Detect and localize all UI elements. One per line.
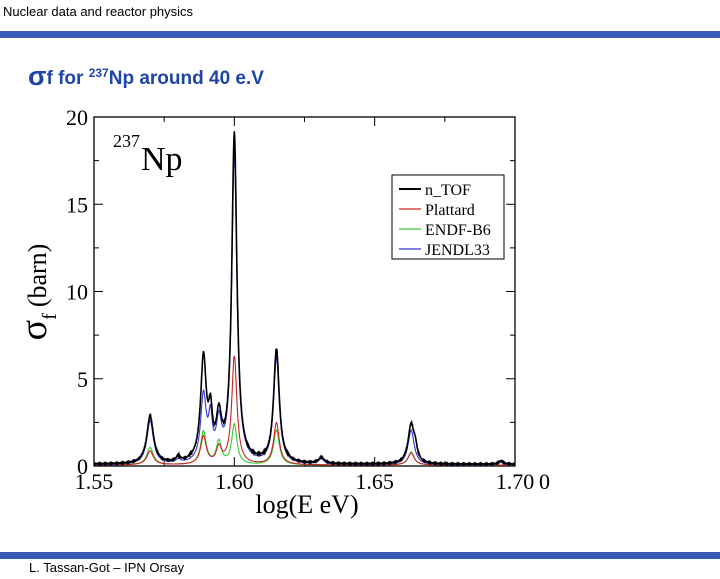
curves xyxy=(93,131,516,468)
svg-text:σf(barn): σf (barn) xyxy=(13,244,61,341)
x-tick-label-extra: 0 xyxy=(539,469,550,494)
slide-title: σf for 237Np around 40 e.V xyxy=(28,61,264,92)
y-axis-label: σf (barn) xyxy=(13,244,61,341)
legend-label: n_TOF xyxy=(425,182,471,199)
title-mass: 237 xyxy=(88,66,109,80)
y-tick-label: 5 xyxy=(77,367,88,392)
y-ticks: 0 5 10 15 20 xyxy=(66,105,515,479)
y-tick-label: 15 xyxy=(66,192,88,217)
legend: n_TOF Plattard ENDF-B6 JENDL33 xyxy=(391,174,505,260)
x-axis-label: log(E eV) xyxy=(255,490,358,519)
y-tick-label: 0 xyxy=(77,454,88,479)
title-sub: f xyxy=(46,68,53,89)
header-title: Nuclear data and reactor physics xyxy=(3,4,194,19)
nuclide-symbol: Np xyxy=(141,141,183,178)
y-tick-label: 20 xyxy=(66,105,88,130)
series-line-endf-b6 xyxy=(94,422,515,466)
y-tick-label: 10 xyxy=(66,280,88,305)
series-line-n-tof xyxy=(93,131,516,468)
title-pre: for xyxy=(52,68,89,89)
title-rest: Np around 40 e.V xyxy=(108,68,264,89)
x-tick-label: 1.55 xyxy=(75,469,114,494)
x-tick-label: 1.70 xyxy=(496,469,535,494)
x-ticks: 1.55 1.60 1.65 1.70 0 xyxy=(75,117,550,494)
footer-text: L. Tassan-Got – IPN Orsay xyxy=(29,560,185,575)
footer-bar xyxy=(0,552,720,559)
x-tick-label: 1.60 xyxy=(215,469,254,494)
y-label-unit: (barn) xyxy=(23,244,52,308)
title-sigma: σ xyxy=(28,61,47,91)
y-label-symbol: σ xyxy=(13,320,55,340)
legend-label: Plattard xyxy=(425,202,475,219)
x-tick-label: 1.65 xyxy=(355,469,394,494)
header-bar xyxy=(0,31,720,38)
legend-label: JENDL33 xyxy=(425,242,490,259)
nuclide-mass: 237 xyxy=(113,131,140,151)
y-label-sub: f xyxy=(39,313,61,320)
legend-label: ENDF-B6 xyxy=(425,222,491,239)
